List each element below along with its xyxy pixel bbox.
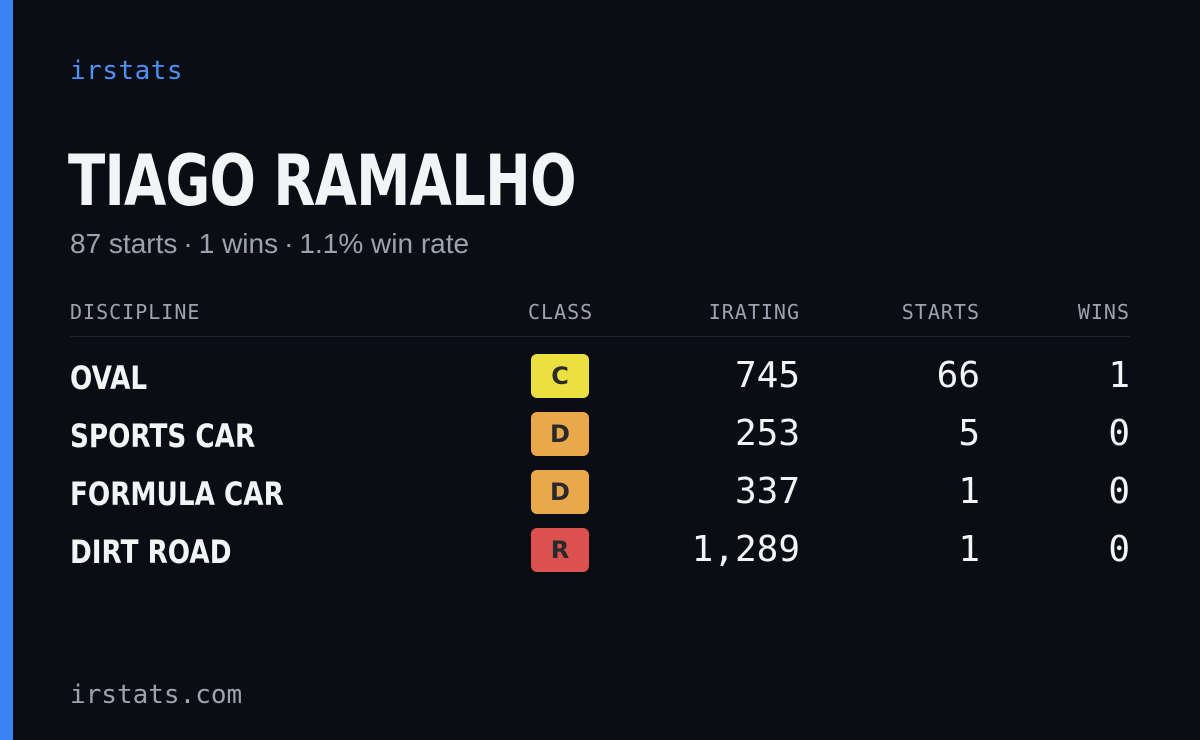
header-wins: WINS	[1077, 300, 1130, 324]
table-row: DIRT ROAD R 1,289 1 0	[0, 528, 1200, 586]
wins-value: 0	[1108, 529, 1130, 570]
table-row: FORMULA CAR D 337 1 0	[0, 470, 1200, 528]
irating-value: 253	[734, 413, 800, 454]
starts-value: 1	[958, 471, 980, 512]
starts-value: 5	[958, 413, 980, 454]
footer-url[interactable]: irstats.com	[70, 680, 243, 710]
wins-value: 0	[1108, 471, 1130, 512]
discipline-name: DIRT ROAD	[70, 533, 232, 571]
irating-value: 337	[734, 471, 800, 512]
header-divider	[70, 336, 1130, 337]
table-row: OVAL C 745 66 1	[0, 354, 1200, 412]
license-class-badge: C	[531, 354, 589, 398]
summary-separator: ·	[183, 228, 193, 259]
header-starts: STARTS	[901, 300, 980, 324]
license-class-badge: D	[531, 412, 589, 456]
license-class-badge: D	[531, 470, 589, 514]
starts-value: 66	[936, 355, 980, 396]
brand-logo[interactable]: irstats	[70, 56, 184, 86]
header-discipline: DISCIPLINE	[70, 300, 201, 324]
wins-value: 1	[1108, 355, 1130, 396]
header-class: CLASS	[528, 300, 594, 324]
discipline-name: SPORTS CAR	[70, 417, 256, 455]
irating-value: 745	[734, 355, 800, 396]
license-class-badge: R	[531, 528, 589, 572]
player-name: TIAGO RAMALHO	[68, 140, 576, 222]
discipline-name: FORMULA CAR	[70, 475, 284, 513]
irating-value: 1,289	[691, 529, 800, 570]
summary-win-rate: 1.1% win rate	[299, 228, 470, 259]
wins-value: 0	[1108, 413, 1130, 454]
table-row: SPORTS CAR D 253 5 0	[0, 412, 1200, 470]
summary-separator: ·	[284, 228, 294, 259]
starts-value: 1	[958, 529, 980, 570]
player-summary: 87 starts · 1 wins · 1.1% win rate	[70, 228, 469, 260]
header-irating: IRATING	[708, 300, 800, 324]
summary-wins: 1 wins	[198, 228, 279, 259]
summary-starts: 87 starts	[70, 228, 178, 259]
discipline-name: OVAL	[70, 359, 148, 397]
accent-bar	[0, 0, 13, 740]
